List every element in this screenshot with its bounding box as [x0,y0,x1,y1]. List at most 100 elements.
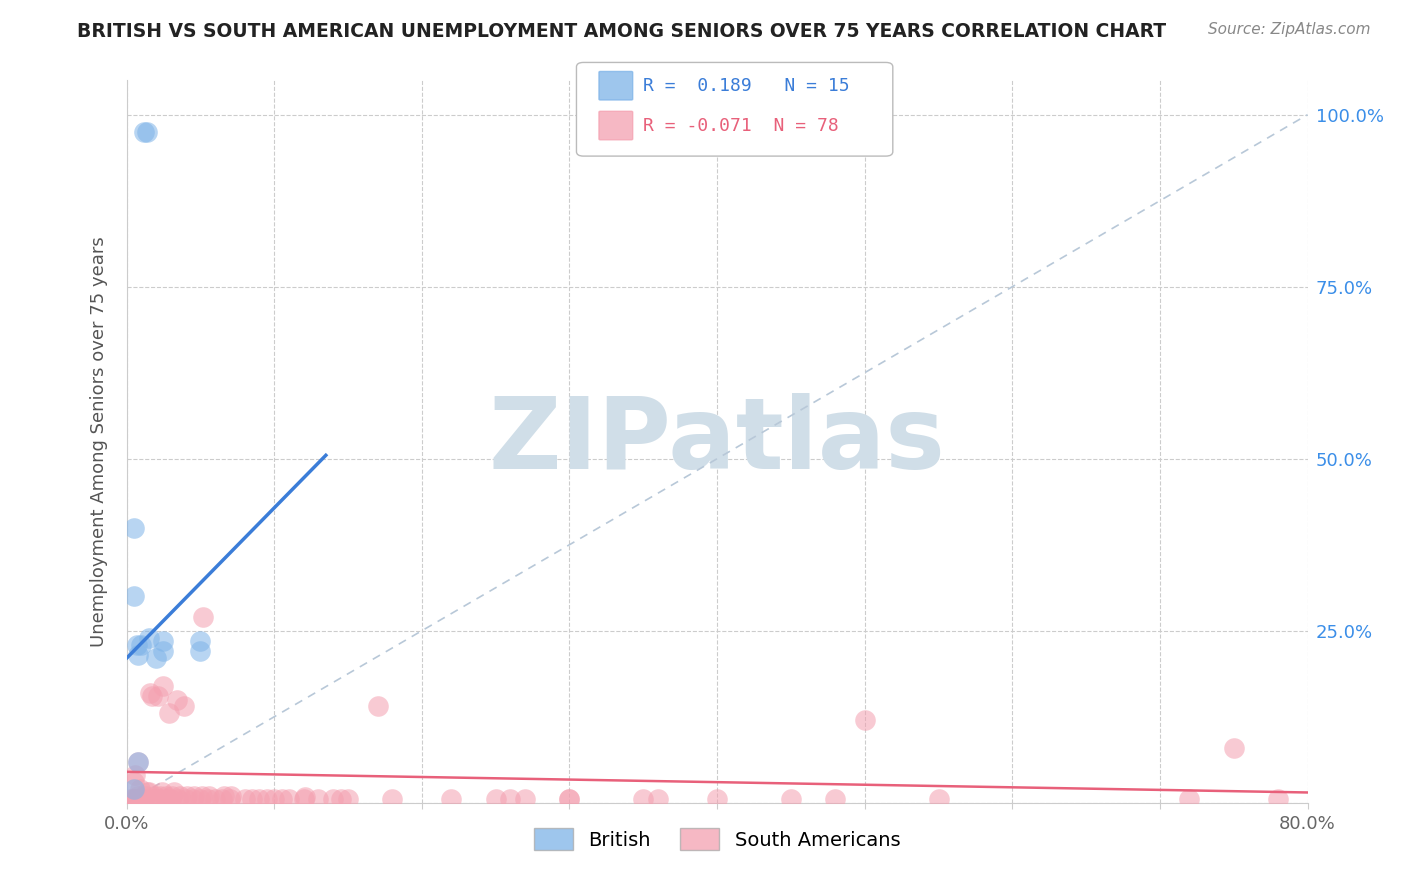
Point [152,644,174,658]
Point [329,792,352,806]
Point [124,792,146,806]
Point [647,792,669,806]
Point [160,792,183,806]
Point [193,610,215,624]
Point [176,789,198,803]
Point [157,706,180,721]
Point [149,789,172,803]
Point [240,792,263,806]
Point [294,790,316,805]
Point [162,789,184,803]
Point [211,792,233,806]
Point [122,782,145,797]
Point [135,789,157,803]
Point [484,792,508,806]
Point [153,792,176,806]
Point [148,792,170,806]
Point [127,789,149,803]
Text: BRITISH VS SOUTH AMERICAN UNEMPLOYMENT AMONG SENIORS OVER 75 YEARS CORRELATION C: BRITISH VS SOUTH AMERICAN UNEMPLOYMENT A… [77,22,1167,41]
Point [173,699,195,714]
Point [122,520,145,534]
Point [219,792,242,806]
Point [558,792,581,806]
Point [367,699,389,714]
Point [928,792,950,806]
Point [136,785,159,799]
Point [127,755,149,769]
Point [1267,792,1289,806]
Point [145,651,167,665]
Point [188,792,212,806]
Point [134,125,156,139]
Text: R =  0.189   N = 15: R = 0.189 N = 15 [643,77,849,95]
Text: R = -0.071  N = 78: R = -0.071 N = 78 [643,117,838,135]
Point [142,792,165,806]
Point [134,792,156,806]
Legend: British, South Americans: British, South Americans [526,820,908,858]
Point [143,789,166,803]
Point [204,792,226,806]
Point [499,792,522,806]
Point [278,792,301,806]
Point [515,792,537,806]
Point [256,792,278,806]
Point [212,789,235,803]
Point [183,789,205,803]
Point [146,689,169,703]
Point [138,785,160,799]
Point [138,631,160,645]
Point [1223,740,1246,755]
Point [1178,792,1201,806]
Point [558,792,581,806]
Point [127,755,149,769]
Point [308,792,330,806]
Point [440,792,463,806]
Point [127,648,149,662]
Point [780,792,803,806]
Point [233,792,256,806]
Point [337,792,360,806]
Point [136,125,159,139]
Point [152,634,174,648]
Point [633,792,655,806]
Point [124,768,146,782]
Point [322,792,344,806]
Text: Source: ZipAtlas.com: Source: ZipAtlas.com [1208,22,1371,37]
Point [174,792,197,806]
Point [125,638,148,652]
Point [263,792,285,806]
Point [292,792,315,806]
Point [853,713,876,727]
Point [155,789,177,803]
Point [128,782,150,797]
Point [125,792,148,806]
Point [167,792,190,806]
Point [221,789,243,803]
Point [129,638,153,652]
Point [169,789,191,803]
Point [166,692,188,706]
Point [270,792,292,806]
Point [181,792,204,806]
Point [139,686,162,700]
Point [197,792,219,806]
Point [163,785,186,799]
Point [120,792,142,806]
Point [824,792,846,806]
Point [381,792,404,806]
Y-axis label: Unemployment Among Seniors over 75 years: Unemployment Among Seniors over 75 years [90,236,108,647]
Point [122,792,145,806]
Point [249,792,271,806]
Point [198,789,221,803]
Point [191,789,214,803]
Text: ZIPatlas: ZIPatlas [489,393,945,490]
Point [122,775,145,789]
Point [706,792,728,806]
Point [150,785,173,799]
Point [188,634,212,648]
Point [121,792,143,806]
Point [141,689,163,703]
Point [122,590,145,604]
Point [188,644,212,658]
Point [152,679,174,693]
